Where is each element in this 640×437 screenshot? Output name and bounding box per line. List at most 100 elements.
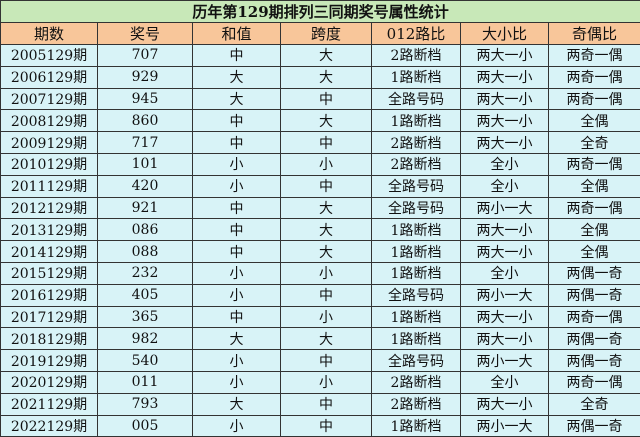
cell-sum: 小 <box>193 371 281 393</box>
cell-span: 大 <box>281 328 372 350</box>
cell-route-ratio: 2路断档 <box>372 45 461 67</box>
cell-span: 中 <box>281 284 372 306</box>
cell-size-ratio: 两大一小 <box>461 110 549 132</box>
cell-period: 2006129期 <box>1 66 98 88</box>
cell-parity-ratio: 全偶 <box>549 219 640 241</box>
cell-period: 2008129期 <box>1 110 98 132</box>
cell-size-ratio: 两小一大 <box>461 197 549 219</box>
cell-number: 232 <box>98 262 193 284</box>
cell-number: 365 <box>98 306 193 328</box>
cell-parity-ratio: 两奇一偶 <box>549 306 640 328</box>
cell-route-ratio: 2路断档 <box>372 132 461 154</box>
cell-size-ratio: 两小一大 <box>461 284 549 306</box>
cell-period: 2005129期 <box>1 45 98 67</box>
cell-parity-ratio: 全偶 <box>549 241 640 263</box>
cell-period: 2019129期 <box>1 350 98 372</box>
cell-size-ratio: 全小 <box>461 153 549 175</box>
cell-number: 005 <box>98 415 193 437</box>
cell-period: 2011129期 <box>1 175 98 197</box>
cell-period: 2007129期 <box>1 88 98 110</box>
title-row: 历年第129期排列三同期奖号属性统计 <box>1 1 640 23</box>
cell-period: 2021129期 <box>1 393 98 415</box>
column-header-span: 跨度 <box>281 23 372 45</box>
cell-span: 小 <box>281 262 372 284</box>
cell-span: 中 <box>281 350 372 372</box>
cell-number: 420 <box>98 175 193 197</box>
cell-sum: 大 <box>193 393 281 415</box>
cell-period: 2020129期 <box>1 371 98 393</box>
cell-sum: 小 <box>193 350 281 372</box>
cell-parity-ratio: 两奇一偶 <box>549 153 640 175</box>
cell-sum: 中 <box>193 132 281 154</box>
column-header-period: 期数 <box>1 23 98 45</box>
cell-number: 717 <box>98 132 193 154</box>
cell-span: 大 <box>281 241 372 263</box>
cell-size-ratio: 两大一小 <box>461 132 549 154</box>
cell-sum: 小 <box>193 153 281 175</box>
cell-route-ratio: 全路号码 <box>372 197 461 219</box>
cell-span: 大 <box>281 219 372 241</box>
cell-sum: 中 <box>193 197 281 219</box>
cell-size-ratio: 两小一大 <box>461 415 549 437</box>
cell-route-ratio: 1路断档 <box>372 262 461 284</box>
cell-parity-ratio: 全奇 <box>549 132 640 154</box>
cell-size-ratio: 两大一小 <box>461 241 549 263</box>
cell-size-ratio: 两大一小 <box>461 45 549 67</box>
cell-period: 2018129期 <box>1 328 98 350</box>
cell-route-ratio: 1路断档 <box>372 328 461 350</box>
cell-route-ratio: 1路断档 <box>372 241 461 263</box>
cell-number: 088 <box>98 241 193 263</box>
cell-number: 405 <box>98 284 193 306</box>
cell-span: 大 <box>281 66 372 88</box>
cell-route-ratio: 全路号码 <box>372 284 461 306</box>
cell-span: 中 <box>281 175 372 197</box>
cell-size-ratio: 全小 <box>461 262 549 284</box>
cell-period: 2015129期 <box>1 262 98 284</box>
cell-parity-ratio: 全奇 <box>549 393 640 415</box>
cell-sum: 大 <box>193 88 281 110</box>
cell-sum: 中 <box>193 241 281 263</box>
cell-sum: 小 <box>193 415 281 437</box>
cell-parity-ratio: 全偶 <box>549 175 640 197</box>
cell-period: 2014129期 <box>1 241 98 263</box>
cell-parity-ratio: 两偶一奇 <box>549 350 640 372</box>
cell-size-ratio: 两大一小 <box>461 219 549 241</box>
column-header-sum: 和值 <box>193 23 281 45</box>
cell-period: 2017129期 <box>1 306 98 328</box>
cell-span: 中 <box>281 132 372 154</box>
cell-size-ratio: 两大一小 <box>461 306 549 328</box>
cell-number: 921 <box>98 197 193 219</box>
cell-parity-ratio: 两奇一偶 <box>549 45 640 67</box>
cell-sum: 小 <box>193 284 281 306</box>
cell-span: 大 <box>281 110 372 132</box>
cell-sum: 中 <box>193 306 281 328</box>
cell-number: 793 <box>98 393 193 415</box>
cell-size-ratio: 两大一小 <box>461 66 549 88</box>
cell-span: 中 <box>281 393 372 415</box>
cell-sum: 大 <box>193 66 281 88</box>
cell-route-ratio: 全路号码 <box>372 175 461 197</box>
cell-route-ratio: 2路断档 <box>372 393 461 415</box>
cell-period: 2016129期 <box>1 284 98 306</box>
cell-sum: 中 <box>193 219 281 241</box>
cell-parity-ratio: 两偶一奇 <box>549 328 640 350</box>
cell-route-ratio: 1路断档 <box>372 110 461 132</box>
cell-period: 2010129期 <box>1 153 98 175</box>
cell-route-ratio: 1路断档 <box>372 66 461 88</box>
cell-route-ratio: 全路号码 <box>372 88 461 110</box>
cell-parity-ratio: 两奇一偶 <box>549 371 640 393</box>
cell-route-ratio: 全路号码 <box>372 350 461 372</box>
cell-sum: 中 <box>193 110 281 132</box>
